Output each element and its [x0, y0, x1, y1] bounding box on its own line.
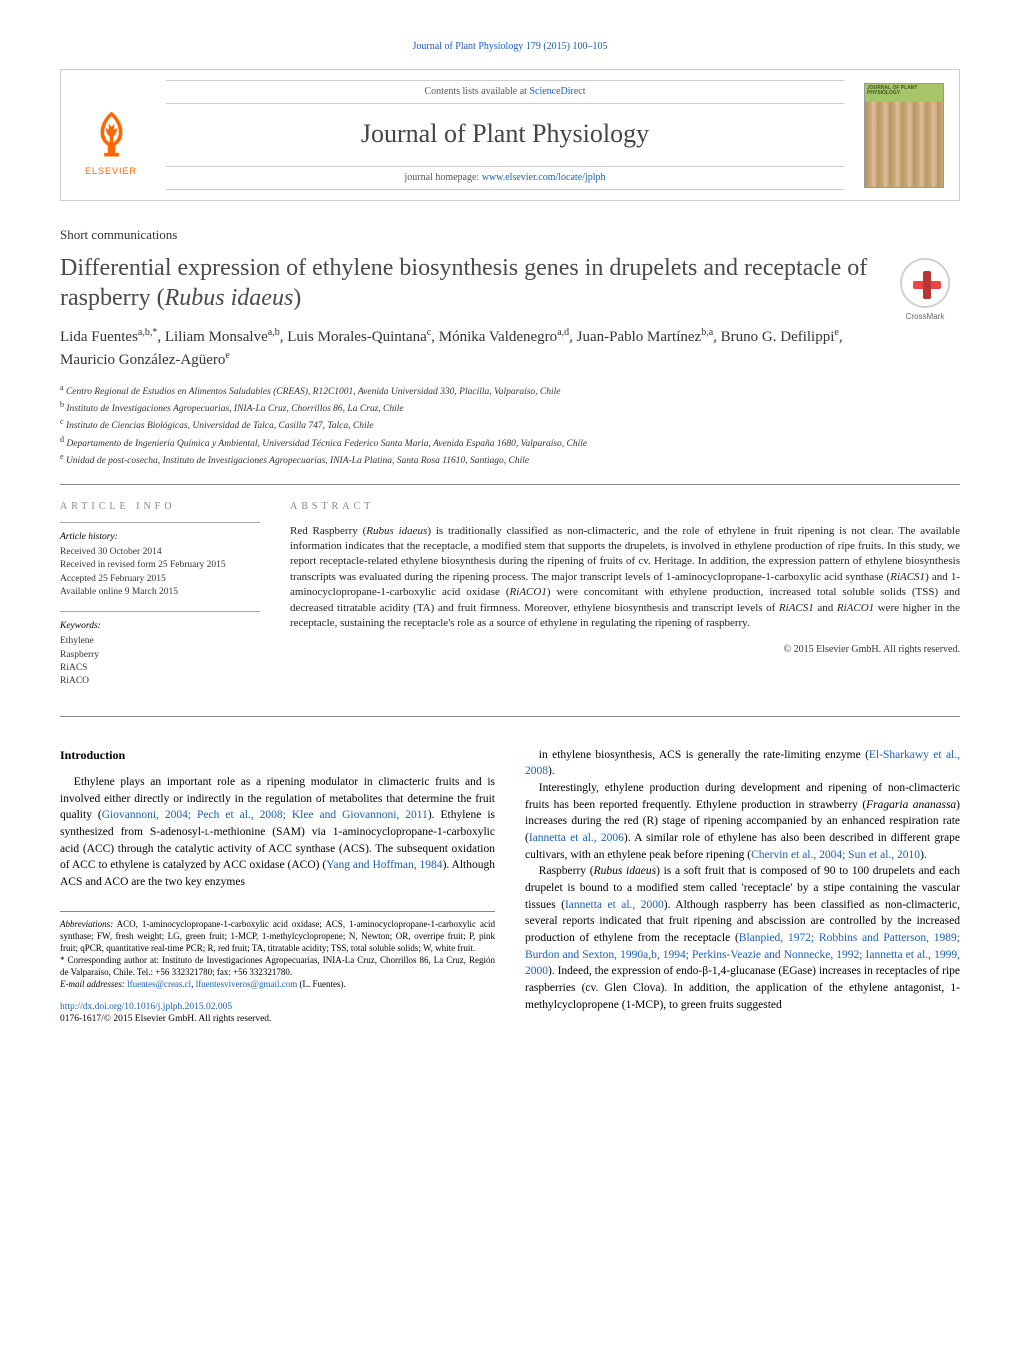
crossmark-label: CrossMark	[890, 311, 960, 322]
authors-list: Lida Fuentesa,b,*, Liliam Monsalvea,b, L…	[60, 325, 960, 372]
homepage-prefix: journal homepage:	[405, 172, 482, 183]
footnotes: Abbreviations: ACO, 1-aminocyclopropane-…	[60, 911, 495, 991]
intro-heading: Introduction	[60, 747, 495, 764]
body-column-left: Introduction Ethylene plays an important…	[60, 747, 495, 1026]
body-paragraph: in ethylene biosynthesis, ACS is general…	[525, 747, 960, 780]
issn-line: 0176-1617/© 2015 Elsevier GmbH. All righ…	[60, 1014, 271, 1024]
keyword-line: RiACO	[60, 675, 260, 688]
keyword-line: Ethylene	[60, 635, 260, 648]
info-sep-2	[60, 611, 260, 612]
journal-cover-thumbnail[interactable]: JOURNAL OF PLANT PHYSIOLOGY	[864, 83, 944, 188]
article-type: Short communications	[60, 226, 960, 244]
abbreviations-note: Abbreviations: ACO, 1-aminocyclopropane-…	[60, 918, 495, 954]
keyword-line: RiACS	[60, 662, 260, 675]
article-info-sidebar: ARTICLE INFO Article history: Received 3…	[60, 500, 260, 701]
affiliation-line: d Departamento de Ingeniería Química y A…	[60, 434, 960, 451]
email-tail: (L. Fuentes).	[297, 979, 346, 989]
cover-pattern	[865, 102, 943, 187]
title-text-2: )	[293, 285, 301, 311]
body-column-right: in ethylene biosynthesis, ACS is general…	[525, 747, 960, 1026]
elsevier-logo[interactable]: ELSEVIER	[76, 93, 146, 178]
cover-banner: JOURNAL OF PLANT PHYSIOLOGY	[865, 84, 943, 102]
elsevier-wordmark: ELSEVIER	[85, 165, 137, 178]
citation-header[interactable]: Journal of Plant Physiology 179 (2015) 1…	[60, 40, 960, 54]
history-line: Available online 9 March 2015	[60, 586, 260, 599]
affiliation-line: c Instituto de Ciencias Biológicas, Univ…	[60, 416, 960, 433]
email-head: E-mail addresses:	[60, 979, 125, 989]
abbrev-head: Abbreviations:	[60, 919, 113, 929]
corr-head: * Corresponding author at:	[60, 955, 159, 965]
affiliation-line: b Instituto de Investigaciones Agropecua…	[60, 399, 960, 416]
history-line: Received in revised form 25 February 201…	[60, 559, 260, 572]
abstract-copyright: © 2015 Elsevier GmbH. All rights reserve…	[290, 643, 960, 657]
masthead: ELSEVIER Contents lists available at Sci…	[60, 69, 960, 201]
doi-link[interactable]: http://dx.doi.org/10.1016/j.jplph.2015.0…	[60, 1002, 232, 1012]
homepage-link[interactable]: www.elsevier.com/locate/jplph	[482, 172, 606, 183]
keyword-line: Raspberry	[60, 649, 260, 662]
history-heading: Article history:	[60, 531, 260, 544]
email-note: E-mail addresses: lfuentes@creas.cl, lfu…	[60, 978, 495, 990]
masthead-center: Contents lists available at ScienceDirec…	[166, 80, 844, 190]
email-link-2[interactable]: lfuentesviveros@gmail.com	[196, 979, 298, 989]
abbrev-text: ACO, 1-aminocyclopropane-1-carboxylic ac…	[60, 919, 495, 953]
corresponding-author-note: * Corresponding author at: Instituto de …	[60, 954, 495, 978]
history-line: Accepted 25 February 2015	[60, 573, 260, 586]
crossmark-badge[interactable]: CrossMark	[890, 258, 960, 328]
history-body: Received 30 October 2014Received in revi…	[60, 546, 260, 599]
abstract-heading: ABSTRACT	[290, 500, 960, 514]
article-title: Differential expression of ethylene bios…	[60, 253, 960, 313]
rule-top	[60, 484, 960, 485]
sciencedirect-link[interactable]: ScienceDirect	[529, 86, 585, 97]
contents-prefix: Contents lists available at	[424, 86, 529, 97]
body-paragraph: Raspberry (Rubus idaeus) is a soft fruit…	[525, 863, 960, 1013]
email-link-1[interactable]: lfuentes@creas.cl	[127, 979, 191, 989]
affiliation-line: a Centro Regional de Estudios en Aliment…	[60, 382, 960, 399]
crossmark-icon	[900, 258, 950, 308]
affiliations: a Centro Regional de Estudios en Aliment…	[60, 382, 960, 469]
abstract-block: ABSTRACT Red Raspberry (Rubus idaeus) is…	[290, 500, 960, 701]
body-paragraph: Interestingly, ethylene production durin…	[525, 780, 960, 863]
title-species: Rubus idaeus	[165, 285, 294, 311]
keywords-body: EthyleneRaspberryRiACSRiACO	[60, 635, 260, 688]
journal-name: Journal of Plant Physiology	[166, 116, 844, 152]
affiliation-line: e Unidad de post-cosecha, Instituto de I…	[60, 451, 960, 468]
article-info-heading: ARTICLE INFO	[60, 500, 260, 514]
homepage-line: journal homepage: www.elsevier.com/locat…	[166, 166, 844, 190]
history-line: Received 30 October 2014	[60, 546, 260, 559]
doi-block: http://dx.doi.org/10.1016/j.jplph.2015.0…	[60, 1001, 495, 1026]
info-sep-1	[60, 522, 260, 523]
keywords-heading: Keywords:	[60, 620, 260, 633]
contents-line: Contents lists available at ScienceDirec…	[166, 80, 844, 104]
body-paragraph: Ethylene plays an important role as a ri…	[60, 774, 495, 891]
abstract-text: Red Raspberry (Rubus idaeus) is traditio…	[290, 524, 960, 632]
elsevier-tree-icon	[84, 107, 139, 162]
rule-bottom	[60, 716, 960, 717]
